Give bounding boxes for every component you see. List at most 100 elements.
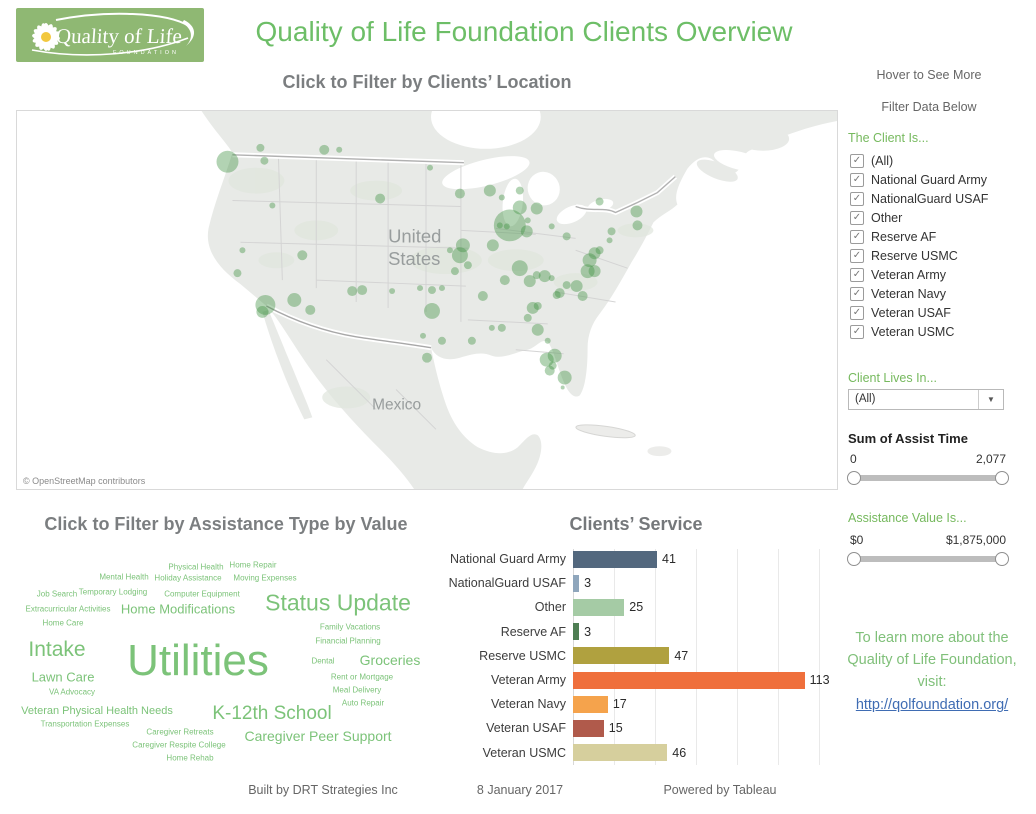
map-bubble[interactable] xyxy=(632,220,643,231)
map-bubble[interactable] xyxy=(548,223,555,230)
map-bubble[interactable] xyxy=(544,365,555,376)
map-bubble[interactable] xyxy=(483,184,496,197)
map-bubble[interactable] xyxy=(562,281,571,290)
map-bubble[interactable] xyxy=(562,232,571,241)
slider-track[interactable] xyxy=(852,556,1004,562)
map-bubble[interactable] xyxy=(544,337,551,344)
checkbox-icon[interactable]: ✓ xyxy=(850,248,864,263)
cloud-word[interactable]: Mental Health xyxy=(99,572,149,582)
cloud-word[interactable]: Meal Delivery xyxy=(332,685,382,695)
map-bubble[interactable] xyxy=(531,323,544,336)
map-bubble[interactable] xyxy=(446,247,453,254)
map-bubble[interactable] xyxy=(287,293,302,307)
bar[interactable] xyxy=(573,550,658,568)
cloud-word[interactable]: Groceries xyxy=(359,652,421,668)
slider-track[interactable] xyxy=(852,475,1004,481)
cloud-word[interactable]: Family Vacations xyxy=(319,622,381,632)
map-bubble[interactable] xyxy=(532,271,541,280)
checkbox-icon[interactable]: ✓ xyxy=(850,324,864,339)
map-bubble[interactable] xyxy=(437,336,446,345)
map-bubble[interactable] xyxy=(297,250,308,261)
map-bubble[interactable] xyxy=(486,239,499,252)
map-bubble[interactable] xyxy=(499,275,510,286)
client-filter-option[interactable]: ✓ Veteran Navy xyxy=(850,284,988,303)
slider-handle-min[interactable] xyxy=(847,471,861,485)
map-bubble[interactable] xyxy=(451,247,468,264)
map-bubble[interactable] xyxy=(606,237,613,244)
cloud-word[interactable]: Transportation Expenses xyxy=(40,719,130,729)
map-bubble[interactable] xyxy=(498,194,505,201)
client-filter-option[interactable]: ✓ Other xyxy=(850,208,988,227)
map-bubble[interactable] xyxy=(455,238,470,253)
map-bubble[interactable] xyxy=(607,227,616,236)
map-bubble[interactable] xyxy=(560,385,565,390)
map-bubble[interactable] xyxy=(438,285,445,292)
clients-location-map[interactable]: United States Mexico © OpenStreetMap con… xyxy=(16,110,838,490)
bar[interactable] xyxy=(573,695,608,713)
checkbox-icon[interactable]: ✓ xyxy=(850,305,864,320)
client-filter-option[interactable]: ✓ Veteran USAF xyxy=(850,303,988,322)
map-bubble[interactable] xyxy=(630,205,643,218)
slider-handle-max[interactable] xyxy=(995,552,1009,566)
cloud-word[interactable]: Veteran Physical Health Needs xyxy=(21,705,173,717)
chevron-down-icon[interactable]: ▼ xyxy=(978,390,1003,409)
slider-handle-min[interactable] xyxy=(847,552,861,566)
map-bubble[interactable] xyxy=(512,200,527,215)
map-bubble[interactable] xyxy=(548,361,557,370)
checkbox-icon[interactable]: ✓ xyxy=(850,153,864,168)
map-bubble[interactable] xyxy=(588,247,601,260)
map-bubble[interactable] xyxy=(554,288,565,299)
map-bubble[interactable] xyxy=(496,222,503,229)
map-bubble[interactable] xyxy=(515,186,524,195)
map-bubble[interactable] xyxy=(357,285,368,296)
cloud-word[interactable]: Physical Health xyxy=(168,562,224,572)
map-bubble[interactable] xyxy=(336,146,343,153)
map-bubble[interactable] xyxy=(595,246,604,255)
map-bubble[interactable] xyxy=(548,275,555,282)
cloud-word[interactable]: Home Rehab xyxy=(166,753,214,763)
map-bubble[interactable] xyxy=(422,352,432,363)
cloud-word[interactable]: Extracurricular Activities xyxy=(25,604,111,614)
cloud-word[interactable]: Home Care xyxy=(42,618,84,628)
map-bubble[interactable] xyxy=(552,291,561,300)
map-bubble[interactable] xyxy=(389,288,396,295)
map-bubble[interactable] xyxy=(417,285,424,292)
map-bubble[interactable] xyxy=(523,313,532,322)
client-filter-option[interactable]: ✓ Veteran Army xyxy=(850,265,988,284)
cloud-word[interactable]: Job Search xyxy=(36,589,78,599)
checkbox-icon[interactable]: ✓ xyxy=(850,172,864,187)
slider-handle-max[interactable] xyxy=(995,471,1009,485)
map-bubble[interactable] xyxy=(588,265,601,278)
map-bubble[interactable] xyxy=(255,295,276,315)
checkbox-icon[interactable]: ✓ xyxy=(850,267,864,282)
map-bubble[interactable] xyxy=(305,304,316,315)
cloud-word[interactable]: Home Modifications xyxy=(120,601,236,617)
map-bubble[interactable] xyxy=(375,193,386,204)
map-bubble[interactable] xyxy=(488,324,495,331)
bar[interactable] xyxy=(573,719,604,737)
cloud-word[interactable]: Home Repair xyxy=(229,560,277,570)
map-bubble[interactable] xyxy=(530,202,543,215)
client-filter-option[interactable]: ✓ Reserve AF xyxy=(850,227,988,246)
map-bubble[interactable] xyxy=(347,286,358,297)
checkbox-icon[interactable]: ✓ xyxy=(850,286,864,301)
assist-value-slider[interactable] xyxy=(847,552,1009,566)
map-canvas[interactable]: United States Mexico xyxy=(17,111,837,489)
map-bubble[interactable] xyxy=(523,275,536,288)
map-bubble[interactable] xyxy=(520,225,533,238)
assistance-type-wordcloud[interactable]: Physical Health Home Repair Mental Health H… xyxy=(16,545,436,780)
client-filter-option[interactable]: ✓ Reserve USMC xyxy=(850,246,988,265)
cloud-word[interactable]: Utilities xyxy=(127,636,269,685)
map-bubble[interactable] xyxy=(577,291,588,301)
cloud-word[interactable]: VA Advocacy xyxy=(48,687,96,697)
cloud-word[interactable]: Dental xyxy=(311,656,335,666)
map-bubble[interactable] xyxy=(595,197,604,206)
client-filter-list[interactable]: ✓ (All) ✓ National Guard Army ✓ NationalGuard… xyxy=(850,151,988,341)
cloud-word[interactable]: Caregiver Retreats xyxy=(146,727,214,737)
map-bubble[interactable] xyxy=(256,143,265,152)
map-bubble[interactable] xyxy=(233,269,242,278)
map-bubble[interactable] xyxy=(463,261,472,270)
map-bubble[interactable] xyxy=(260,156,269,165)
map-bubble[interactable] xyxy=(524,217,531,224)
map-bubble[interactable] xyxy=(454,188,465,199)
